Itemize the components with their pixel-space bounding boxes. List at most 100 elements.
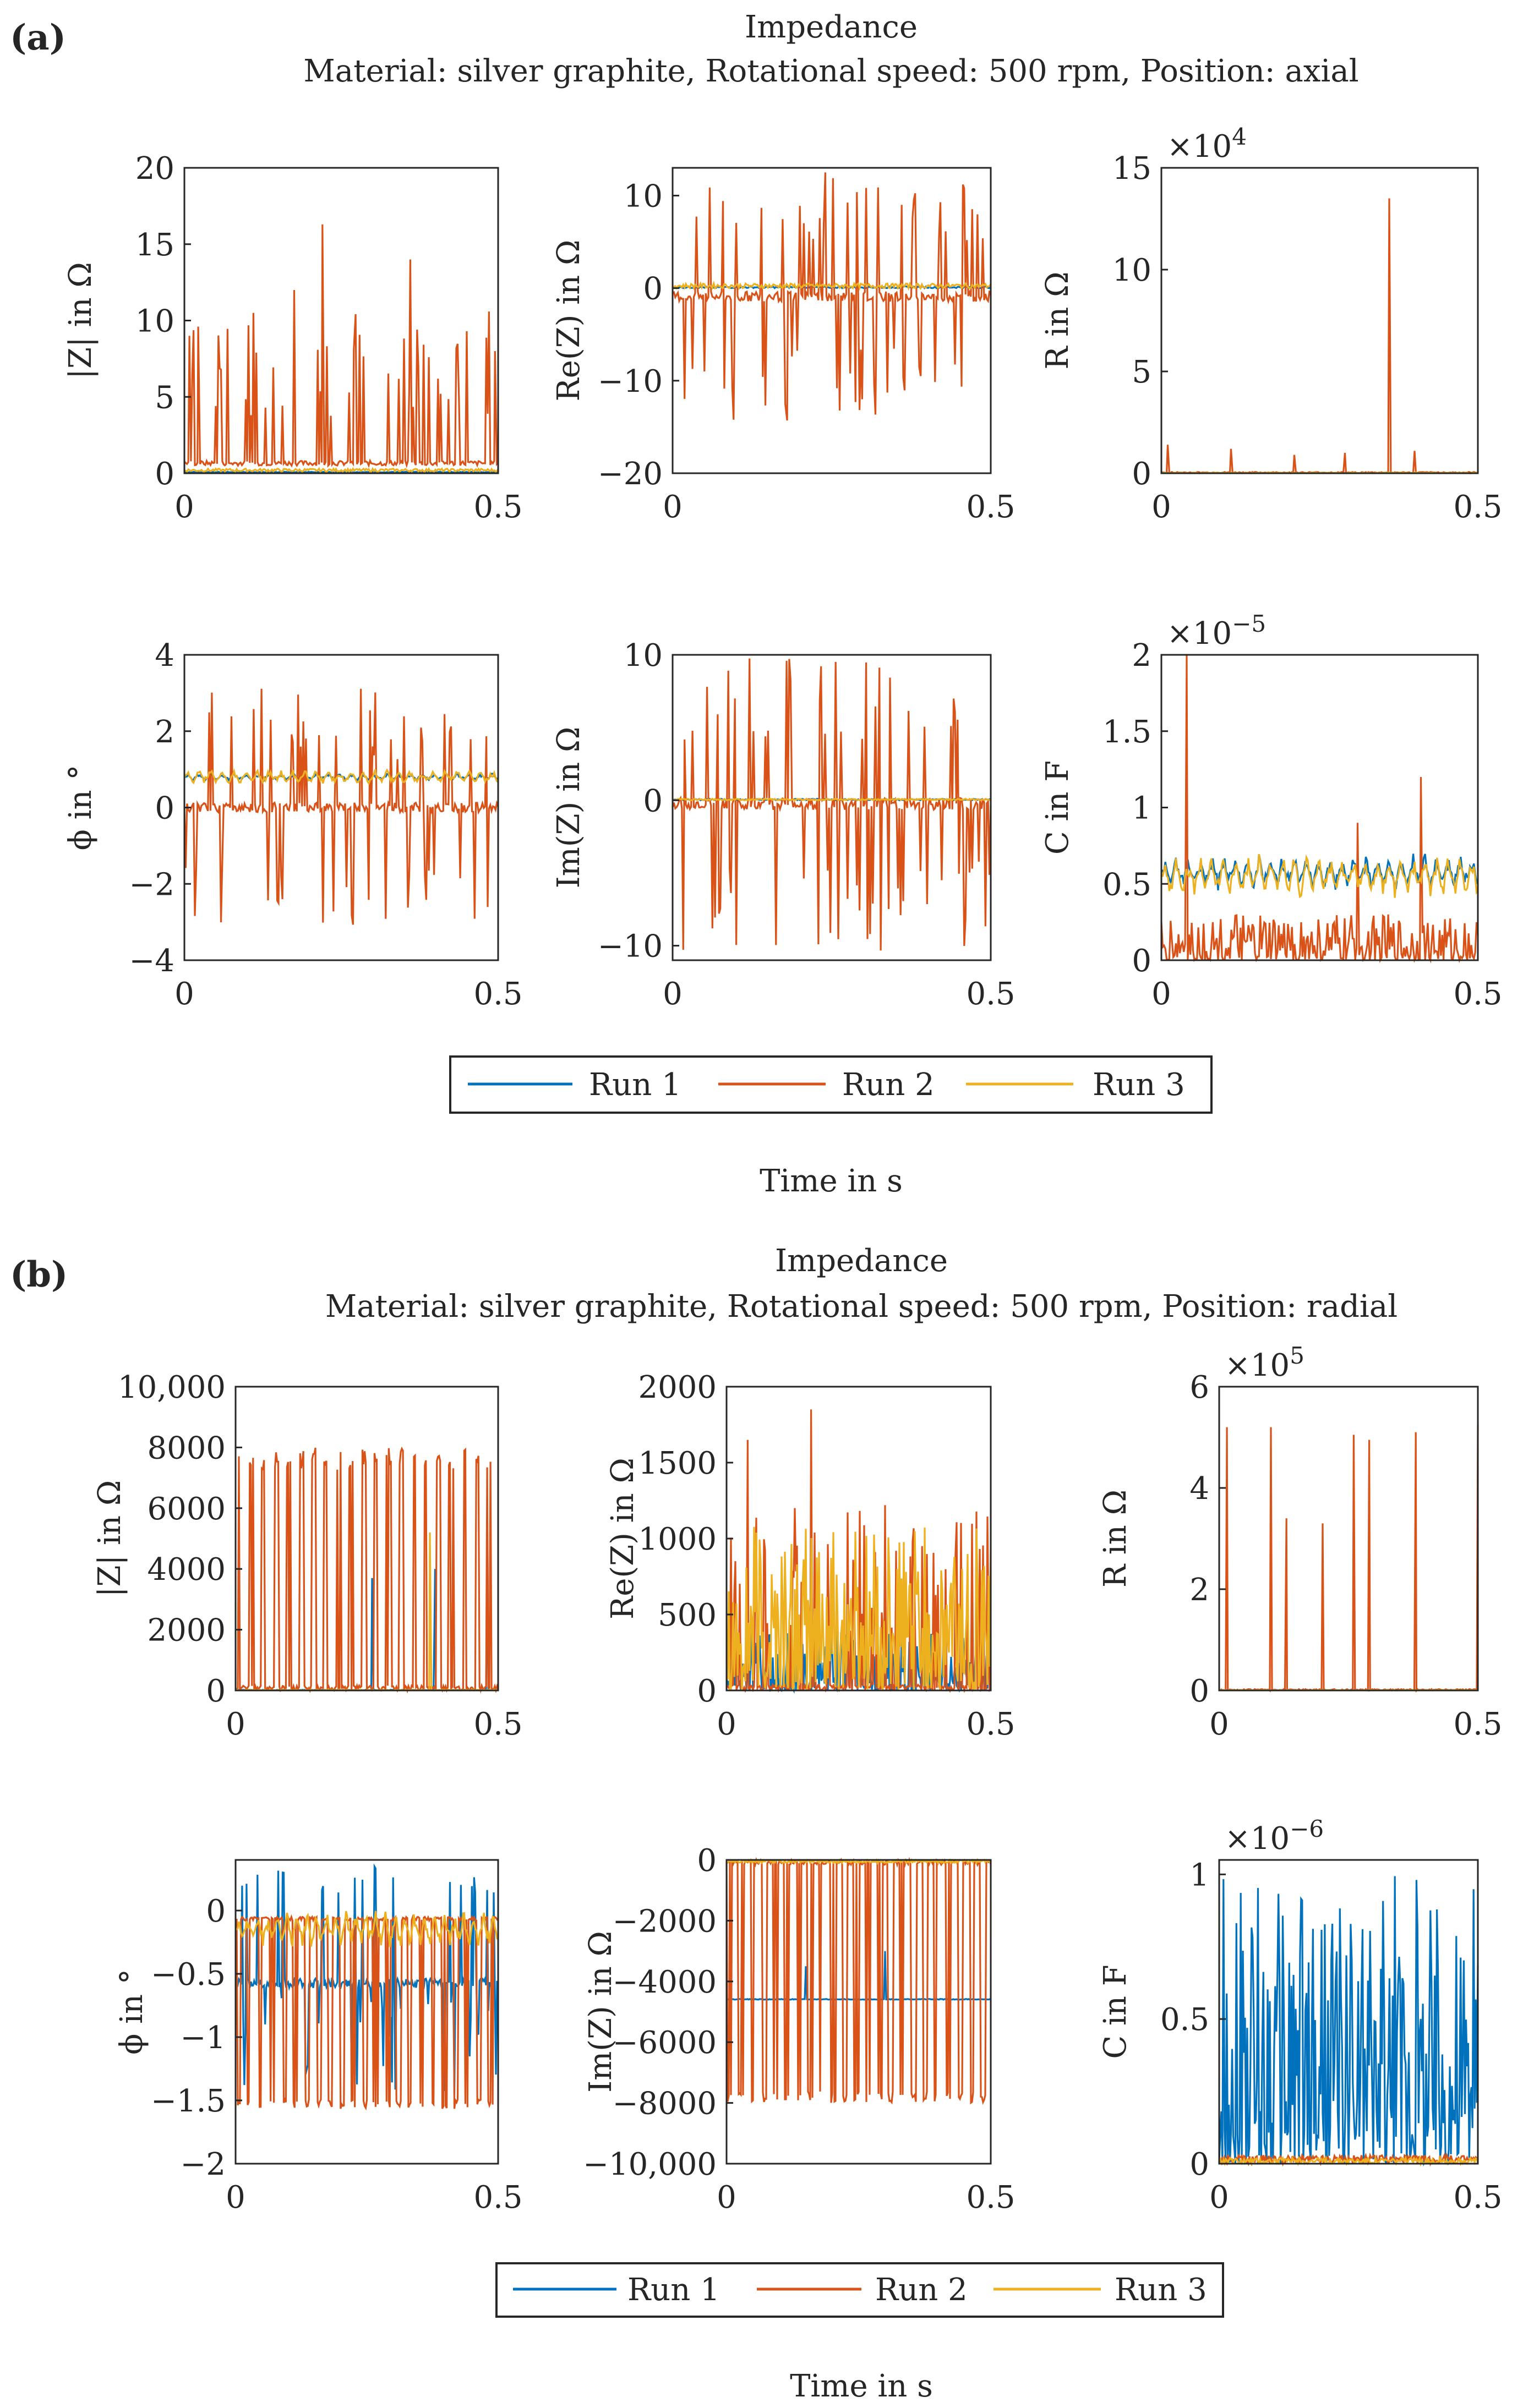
series-line-run-3 [726, 1858, 992, 1865]
subplot-2: 0 0.5 −20 −10 0 10 Re(Z) in Ω [551, 167, 1016, 525]
legend-a-run3: Run 3 [1093, 1067, 1185, 1103]
y-tick-label: 0 [1189, 2147, 1209, 2182]
x-tick-label: 0 [1209, 1706, 1229, 1742]
y-tick-label: 2 [1132, 638, 1151, 674]
series-line-run-3 [672, 280, 992, 291]
y-tick-label: 10,000 [118, 1370, 226, 1405]
y-tick-label: −20 [598, 456, 663, 492]
x-tick-label: 0 [663, 489, 683, 525]
panel-label-a: (a) [10, 17, 66, 58]
y-tick-label: 0 [206, 1673, 226, 1709]
subplot-4: 0 0.5 −4 −2 0 2 4 ϕ in ° [63, 638, 523, 1012]
y-tick-label: 0 [1132, 456, 1151, 492]
x-tick-label: 0 [1151, 489, 1171, 525]
series-line-run-2 [672, 172, 991, 421]
y-tick-label: −1.5 [151, 2083, 226, 2119]
y-tick-label: 10 [624, 638, 663, 674]
y-tick-label: 0 [697, 1673, 717, 1709]
legend-a: Run 1 Run 2 Run 3 [449, 1055, 1213, 1114]
series-line-run-2 [183, 224, 499, 468]
x-tick-label: 0 [717, 1706, 736, 1742]
legend-a-run2: Run 2 [842, 1067, 935, 1103]
y-axis-label: C in F [1040, 760, 1076, 855]
y-tick-label: 1 [1132, 791, 1151, 827]
axes-box [183, 654, 499, 961]
series-line-run-2 [1160, 654, 1479, 964]
panel-b-xlabel: Time in s [790, 2368, 933, 2404]
y-tick-label: 500 [658, 1597, 717, 1633]
series-line-run-2 [725, 1857, 992, 2105]
subplot-11: 0 0.5 −10,000 −8000 −6000 −4000 −2000 0 Im(Z) in… [583, 1843, 1016, 2215]
series-line-run-3 [672, 797, 991, 802]
x-tick-label: 0 [717, 2180, 736, 2215]
y-tick-label: 4 [155, 638, 174, 674]
subplot-8: 0 0.5 0 500 1000 1500 2000 Re(Z) in Ω [605, 1370, 1016, 1742]
panel-a-title: Impedance [745, 9, 918, 45]
legend-b: Run 1 Run 2 Run 3 [495, 2262, 1224, 2318]
y-tick-label: −6000 [613, 2025, 717, 2061]
series-line-run-2 [672, 658, 992, 951]
axes-box [1218, 1859, 1479, 2165]
y-tick-label: 6 [1189, 1370, 1209, 1405]
axes-box [672, 654, 992, 961]
y-tick-label: −2 [180, 2147, 226, 2182]
x-tick-label: 0.5 [966, 1706, 1015, 1742]
x-tick-label: 0.5 [966, 489, 1015, 525]
axes-box [725, 1859, 992, 2165]
y-tick-label: 2 [1189, 1572, 1209, 1608]
series-line-run-3 [183, 768, 499, 786]
y-tick-label: 1.5 [1102, 714, 1151, 750]
y-tick-label: 0 [643, 271, 663, 307]
series-line-run-2 [1218, 2152, 1479, 2167]
y-tick-label: 0 [155, 791, 174, 827]
x-tick-label: 0 [226, 1706, 245, 1742]
series-line-run-2 [1161, 198, 1478, 475]
x-tick-label: 0.5 [1453, 976, 1502, 1012]
y-tick-label: 0 [155, 456, 174, 492]
panel-label-b: (b) [10, 1254, 68, 1295]
subplot-6: 0 0.5 0 0.5 1 1.5 2 C in F ×10−5 [1040, 610, 1503, 1012]
x-tick-label: 0.5 [966, 2180, 1015, 2215]
y-tick-label: 0.5 [1102, 867, 1151, 902]
panel-a-xlabel: Time in s [760, 1163, 903, 1199]
x-tick-label: 0.5 [473, 976, 522, 1012]
y-axis-label: |Z| in Ω [92, 1480, 128, 1597]
y-tick-label: 2 [155, 714, 174, 750]
y-tick-label: 2000 [638, 1370, 717, 1405]
y-tick-label: 15 [1112, 151, 1151, 187]
subplot-12: 0 0.5 0 0.5 1 C in F ×10−6 [1098, 1815, 1503, 2215]
axes-box [1160, 654, 1479, 961]
legend-b-run2: Run 2 [875, 2272, 968, 2308]
y-tick-label: 2000 [147, 1613, 226, 1649]
y-tick-label: −8000 [613, 2086, 717, 2122]
y-tick-label: 20 [135, 151, 174, 187]
y-axis-label: Re(Z) in Ω [605, 1458, 641, 1619]
series-line-run-1 [1218, 1876, 1479, 2167]
subplot-9: 0 0.5 0 2 4 6 R in Ω ×105 [1098, 1342, 1503, 1742]
series-line-run-3 [184, 467, 499, 474]
y-tick-label: 0 [206, 1893, 226, 1929]
x-tick-label: 0.5 [473, 489, 522, 525]
series-line-run-3 [725, 1526, 992, 1691]
series-line-run-2 [235, 1914, 499, 2111]
x-tick-label: 0.5 [473, 1706, 522, 1742]
y-tick-label: 10 [1112, 253, 1151, 288]
subplot-3: 0 0.5 0 5 10 15 R in Ω ×104 [1040, 123, 1503, 525]
x-tick-label: 0 [663, 976, 683, 1012]
y-axis-label: Im(Z) in Ω [583, 1931, 619, 2093]
y-axis-label: Re(Z) in Ω [551, 240, 587, 402]
x-tick-label: 0 [1151, 976, 1171, 1012]
subplot-1: 0 0.5 0 5 10 15 20 |Z| in Ω [63, 151, 523, 525]
y-tick-label: 0 [643, 783, 663, 819]
y-tick-label: 0 [697, 1843, 717, 1879]
series-line-run-3 [235, 1911, 499, 1947]
y-tick-label: 10 [624, 178, 663, 214]
y-axis-label: C in F [1098, 1964, 1133, 2059]
y-tick-label: 0 [1189, 1673, 1209, 1709]
x-tick-label: 0.5 [1453, 2180, 1502, 2215]
axes-box [1218, 1386, 1479, 1692]
x-tick-label: 0 [174, 976, 194, 1012]
